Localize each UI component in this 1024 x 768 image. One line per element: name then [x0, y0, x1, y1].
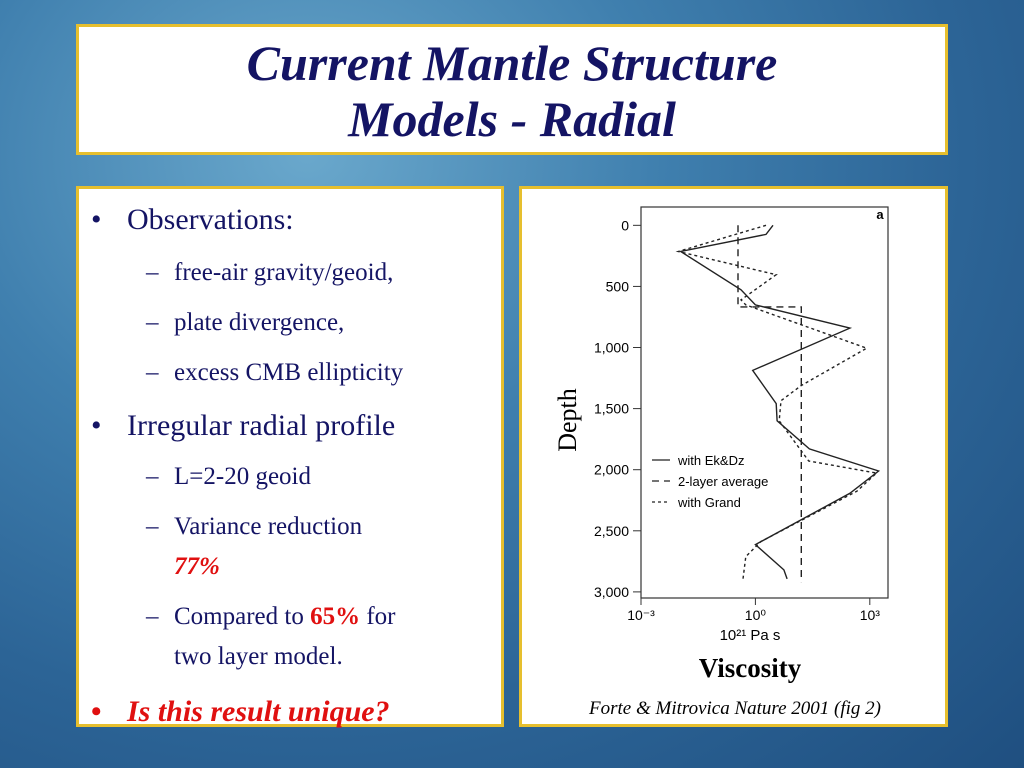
- y-tick-label: 0: [621, 217, 629, 233]
- bullet: •: [91, 203, 102, 236]
- bullet: •: [91, 695, 102, 728]
- y-axis-label: Depth: [553, 388, 582, 452]
- x-tick-label: 10⁻³: [627, 607, 655, 623]
- figure-panel: [519, 186, 948, 727]
- caption: Forte & Mitrovica Nature 2001 (fig 2): [588, 698, 881, 719]
- sub-text: excess CMB ellipticity: [174, 359, 404, 386]
- title-box: Current Mantle Structure Models - Radial: [76, 24, 948, 155]
- dash: –: [146, 309, 159, 336]
- sub-text: L=2-20 geoid: [174, 463, 311, 490]
- axis-title: Viscosity: [699, 653, 802, 683]
- x-axis-label: 10²¹ Pa s: [720, 627, 781, 644]
- bullet: •: [91, 409, 102, 442]
- title-line: Current Mantle Structure: [246, 35, 778, 91]
- text-run: for: [366, 603, 396, 630]
- sub-text: plate divergence,: [174, 309, 345, 336]
- y-tick-label: 1,000: [594, 340, 629, 356]
- y-tick-label: 3,000: [594, 584, 629, 600]
- sub-text: two layer model.: [174, 643, 343, 670]
- plot-frame: [640, 206, 889, 599]
- y-tick-label: 2,500: [594, 523, 629, 539]
- dash: –: [146, 463, 159, 490]
- legend-label: with Grand: [677, 495, 741, 510]
- y-tick-label: 1,500: [594, 401, 629, 417]
- panel-label: a: [876, 207, 884, 222]
- bullet-text: Is this result unique?: [127, 695, 390, 728]
- x-tick-label: 10⁰: [745, 607, 767, 623]
- dash: –: [146, 513, 159, 540]
- series-line: [675, 224, 879, 580]
- text-run: Compared to: [174, 603, 304, 630]
- sub-text: Compared to 65% for: [174, 603, 396, 631]
- y-tick-label: 500: [606, 278, 630, 294]
- sub-text: free-air gravity/geoid,: [174, 259, 394, 286]
- dash: –: [146, 359, 159, 386]
- dash: –: [146, 603, 159, 630]
- bullet-text: Observations:: [127, 203, 294, 236]
- highlight: 65%: [310, 603, 361, 630]
- dash: –: [146, 259, 159, 286]
- series-line: [678, 224, 881, 580]
- x-tick-label: 10³: [860, 607, 881, 623]
- title-line: Models - Radial: [348, 91, 676, 147]
- text-panel: • Observations: – free-air gravity/geoid…: [76, 186, 504, 728]
- legend-label: with Ek&Dz: [677, 453, 744, 468]
- highlight: 77%: [174, 553, 220, 580]
- bullet-text: Irregular radial profile: [127, 409, 396, 442]
- legend-label: 2-layer average: [678, 474, 768, 489]
- y-tick-label: 2,000: [594, 462, 629, 478]
- sub-text: Variance reduction: [174, 513, 363, 540]
